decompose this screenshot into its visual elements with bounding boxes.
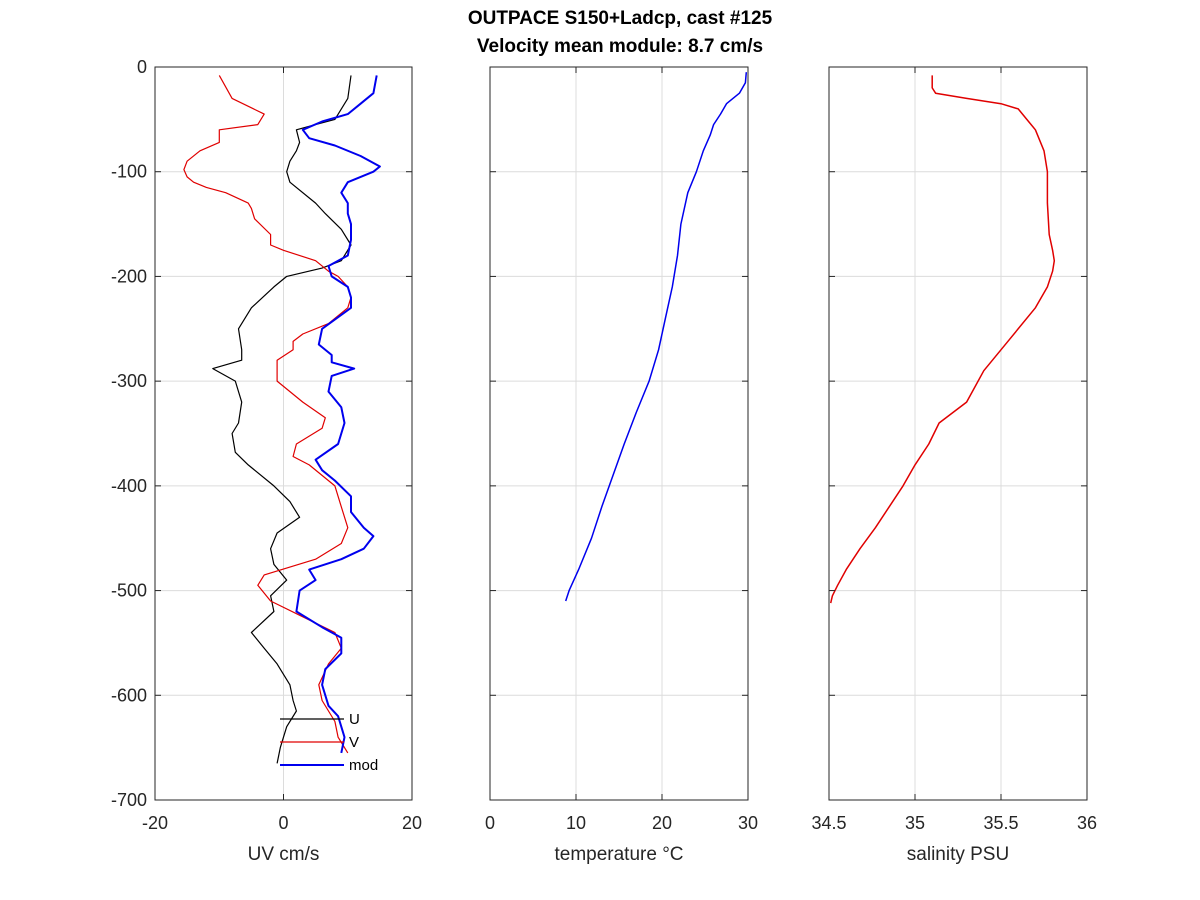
chart-title-line1: OUTPACE S150+Ladcp, cast #125: [468, 8, 773, 29]
x-axis-label: temperature °C: [554, 844, 683, 865]
y-tick-label: 0: [137, 57, 147, 77]
x-tick-label: 35.5: [983, 813, 1018, 833]
x-tick-label: 35: [905, 813, 925, 833]
chart-title-line2: Velocity mean module: 8.7 cm/s: [477, 36, 763, 57]
y-tick-label: -400: [111, 476, 147, 496]
x-tick-label: 10: [566, 813, 586, 833]
y-tick-label: -600: [111, 685, 147, 705]
x-axis-label: salinity PSU: [907, 844, 1009, 865]
axes-frame: [828, 66, 1088, 801]
y-tick-label: -200: [111, 266, 147, 286]
y-tick-label: -300: [111, 371, 147, 391]
x-tick-label: 34.5: [811, 813, 846, 833]
panel-temperature: 0 10 20 30 temperature °C: [485, 66, 758, 865]
plot-area: [829, 67, 1087, 800]
series-line-u: [212, 75, 352, 764]
x-tick-label: 30: [738, 813, 758, 833]
y-tick-label: -100: [111, 162, 147, 182]
legend-label-mod: mod: [349, 757, 378, 774]
x-tick-label: 36: [1077, 813, 1097, 833]
x-tick-label: 0: [278, 813, 288, 833]
x-tick-label: 0: [485, 813, 495, 833]
x-tick-label: -20: [142, 813, 168, 833]
y-tick-label: -500: [111, 581, 147, 601]
series-line-mod: [295, 75, 381, 754]
x-tick-label: 20: [652, 813, 672, 833]
y-tick-label: -700: [111, 790, 147, 810]
series-line-profile: [829, 75, 1056, 604]
plot-area: [490, 67, 748, 800]
x-axis-label: UV cm/s: [248, 844, 320, 865]
axes-frame: [489, 66, 749, 801]
panel-salinity: 34.5 35 35.5 36 salinity PSU: [811, 66, 1097, 865]
legend-label-v: V: [349, 734, 359, 751]
series-line-v: [183, 75, 352, 754]
series-line-profile: [564, 72, 748, 602]
legend-label-u: U: [349, 711, 360, 728]
x-tick-label: 20: [402, 813, 422, 833]
